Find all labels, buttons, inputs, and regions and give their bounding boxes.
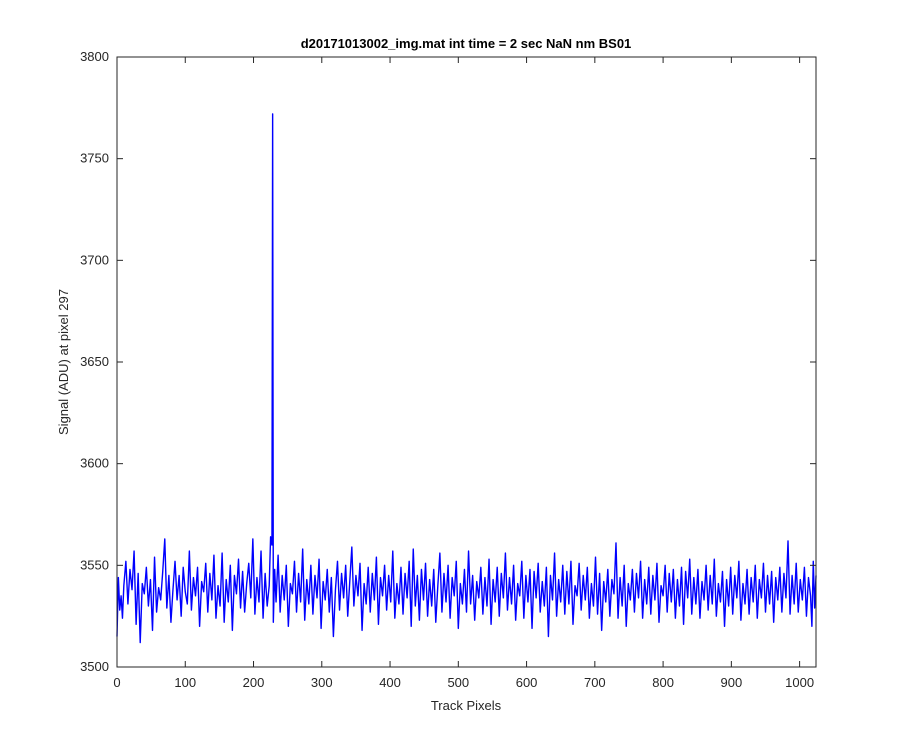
signal-series-line: [116, 113, 817, 644]
plot-area-background: [117, 57, 816, 667]
x-tick-label: 700: [584, 675, 606, 690]
y-tick-label: 3800: [80, 49, 109, 64]
x-tick-label: 300: [311, 675, 333, 690]
x-tick-label: 400: [379, 675, 401, 690]
x-tick-label: 200: [243, 675, 265, 690]
x-tick-label: 900: [721, 675, 743, 690]
x-tick-label: 100: [174, 675, 196, 690]
y-tick-label: 3700: [80, 252, 109, 267]
series-layer: [116, 113, 817, 644]
y-tick-label: 3500: [80, 659, 109, 674]
y-axis-label: Signal (ADU) at pixel 297: [56, 289, 71, 435]
y-axis-ticks: 3500 3550 3600 3650 3700 3750 3800: [80, 49, 816, 674]
x-tick-label: 500: [447, 675, 469, 690]
x-tick-label: 800: [652, 675, 674, 690]
x-axis-ticks: 0 100 200 300 400 500 600 700 800 900 1000: [113, 57, 814, 690]
x-tick-label: 0: [113, 675, 120, 690]
x-axis-label: Track Pixels: [431, 698, 502, 713]
x-tick-label: 1000: [785, 675, 814, 690]
x-tick-label: 600: [516, 675, 538, 690]
chart-title: d20171013002_img.mat int time = 2 sec Na…: [301, 36, 632, 51]
y-tick-label: 3650: [80, 354, 109, 369]
y-tick-label: 3550: [80, 557, 109, 572]
y-tick-label: 3750: [80, 151, 109, 166]
y-tick-label: 3600: [80, 456, 109, 471]
